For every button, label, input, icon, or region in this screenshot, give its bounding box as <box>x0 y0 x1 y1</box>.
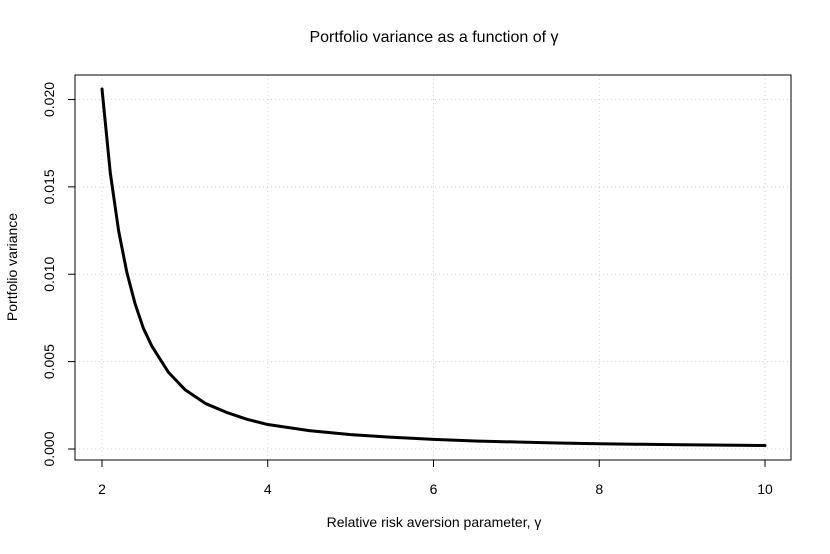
y-tick-label: 0.010 <box>41 257 57 292</box>
series-line <box>100 87 767 447</box>
y-tick-label: 0.000 <box>41 431 57 466</box>
x-axis: 2 4 6 8 10 <box>98 460 773 497</box>
chart-title: Portfolio variance as a function of γ <box>309 29 558 46</box>
y-tick-label: 0.005 <box>41 344 57 379</box>
x-tick-label: 4 <box>264 481 272 497</box>
y-tick-label: 0.015 <box>41 169 57 204</box>
x-tick-label: 2 <box>98 481 106 497</box>
series-layer <box>100 87 767 447</box>
y-axis-label: Portfolio variance <box>4 213 20 321</box>
y-axis: 0.000 0.005 0.010 0.015 0.020 <box>41 82 75 467</box>
x-tick-label: 6 <box>430 481 438 497</box>
x-tick-label: 8 <box>595 481 603 497</box>
x-tick-label: 10 <box>757 481 773 497</box>
x-axis-label: Relative risk aversion parameter, γ <box>327 514 542 530</box>
grid <box>75 75 791 460</box>
y-tick-label: 0.020 <box>41 82 57 117</box>
